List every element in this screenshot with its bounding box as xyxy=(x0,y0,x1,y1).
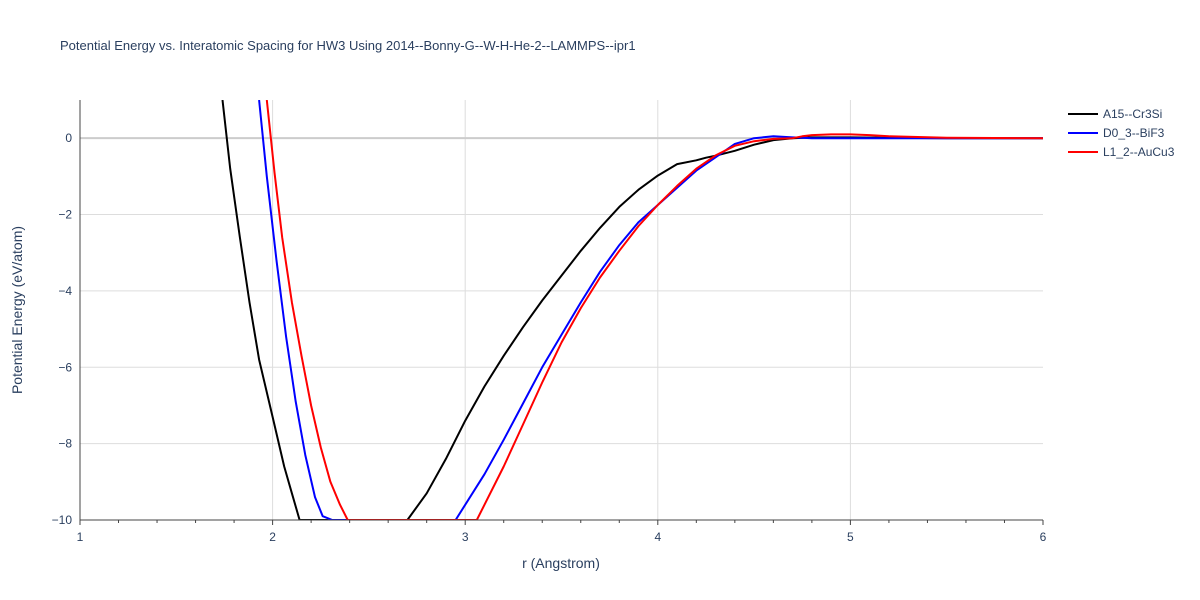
x-tick-label: 2 xyxy=(269,530,276,544)
y-tick-label: −10 xyxy=(52,513,73,527)
y-tick-label: −6 xyxy=(58,360,72,374)
series-line-1 xyxy=(258,100,1043,520)
x-axis-title: r (Angstrom) xyxy=(522,555,600,571)
x-tick-label: 1 xyxy=(77,530,84,544)
legend-item[interactable]: D0_3--BiF3 xyxy=(1068,126,1165,140)
grid xyxy=(80,100,1043,520)
series-line-2 xyxy=(265,100,1043,520)
y-tick-label: −4 xyxy=(58,284,72,298)
legend-item[interactable]: L1_2--AuCu3 xyxy=(1068,145,1175,159)
series-line-0 xyxy=(221,100,1043,520)
x-tick-label: 5 xyxy=(847,530,854,544)
legend-label: D0_3--BiF3 xyxy=(1103,126,1165,140)
legend-item[interactable]: A15--Cr3Si xyxy=(1068,107,1162,121)
y-axis-title: Potential Energy (eV/atom) xyxy=(9,226,25,394)
x-tick-label: 6 xyxy=(1040,530,1047,544)
x-tick-label: 3 xyxy=(462,530,469,544)
legend[interactable]: A15--Cr3Si D0_3--BiF3 L1_2--AuCu3 xyxy=(1068,107,1175,159)
x-tick-label: 4 xyxy=(654,530,661,544)
legend-label: L1_2--AuCu3 xyxy=(1103,145,1175,159)
axes: 1 2 3 4 5 6 0 −2 −4 −6 −8 −10 xyxy=(52,100,1047,544)
chart-title: Potential Energy vs. Interatomic Spacing… xyxy=(60,38,636,53)
y-tick-label: 0 xyxy=(65,131,72,145)
y-tick-label: −8 xyxy=(58,437,72,451)
plot-area xyxy=(221,100,1043,520)
y-tick-label: −2 xyxy=(58,208,72,222)
legend-label: A15--Cr3Si xyxy=(1103,107,1162,121)
